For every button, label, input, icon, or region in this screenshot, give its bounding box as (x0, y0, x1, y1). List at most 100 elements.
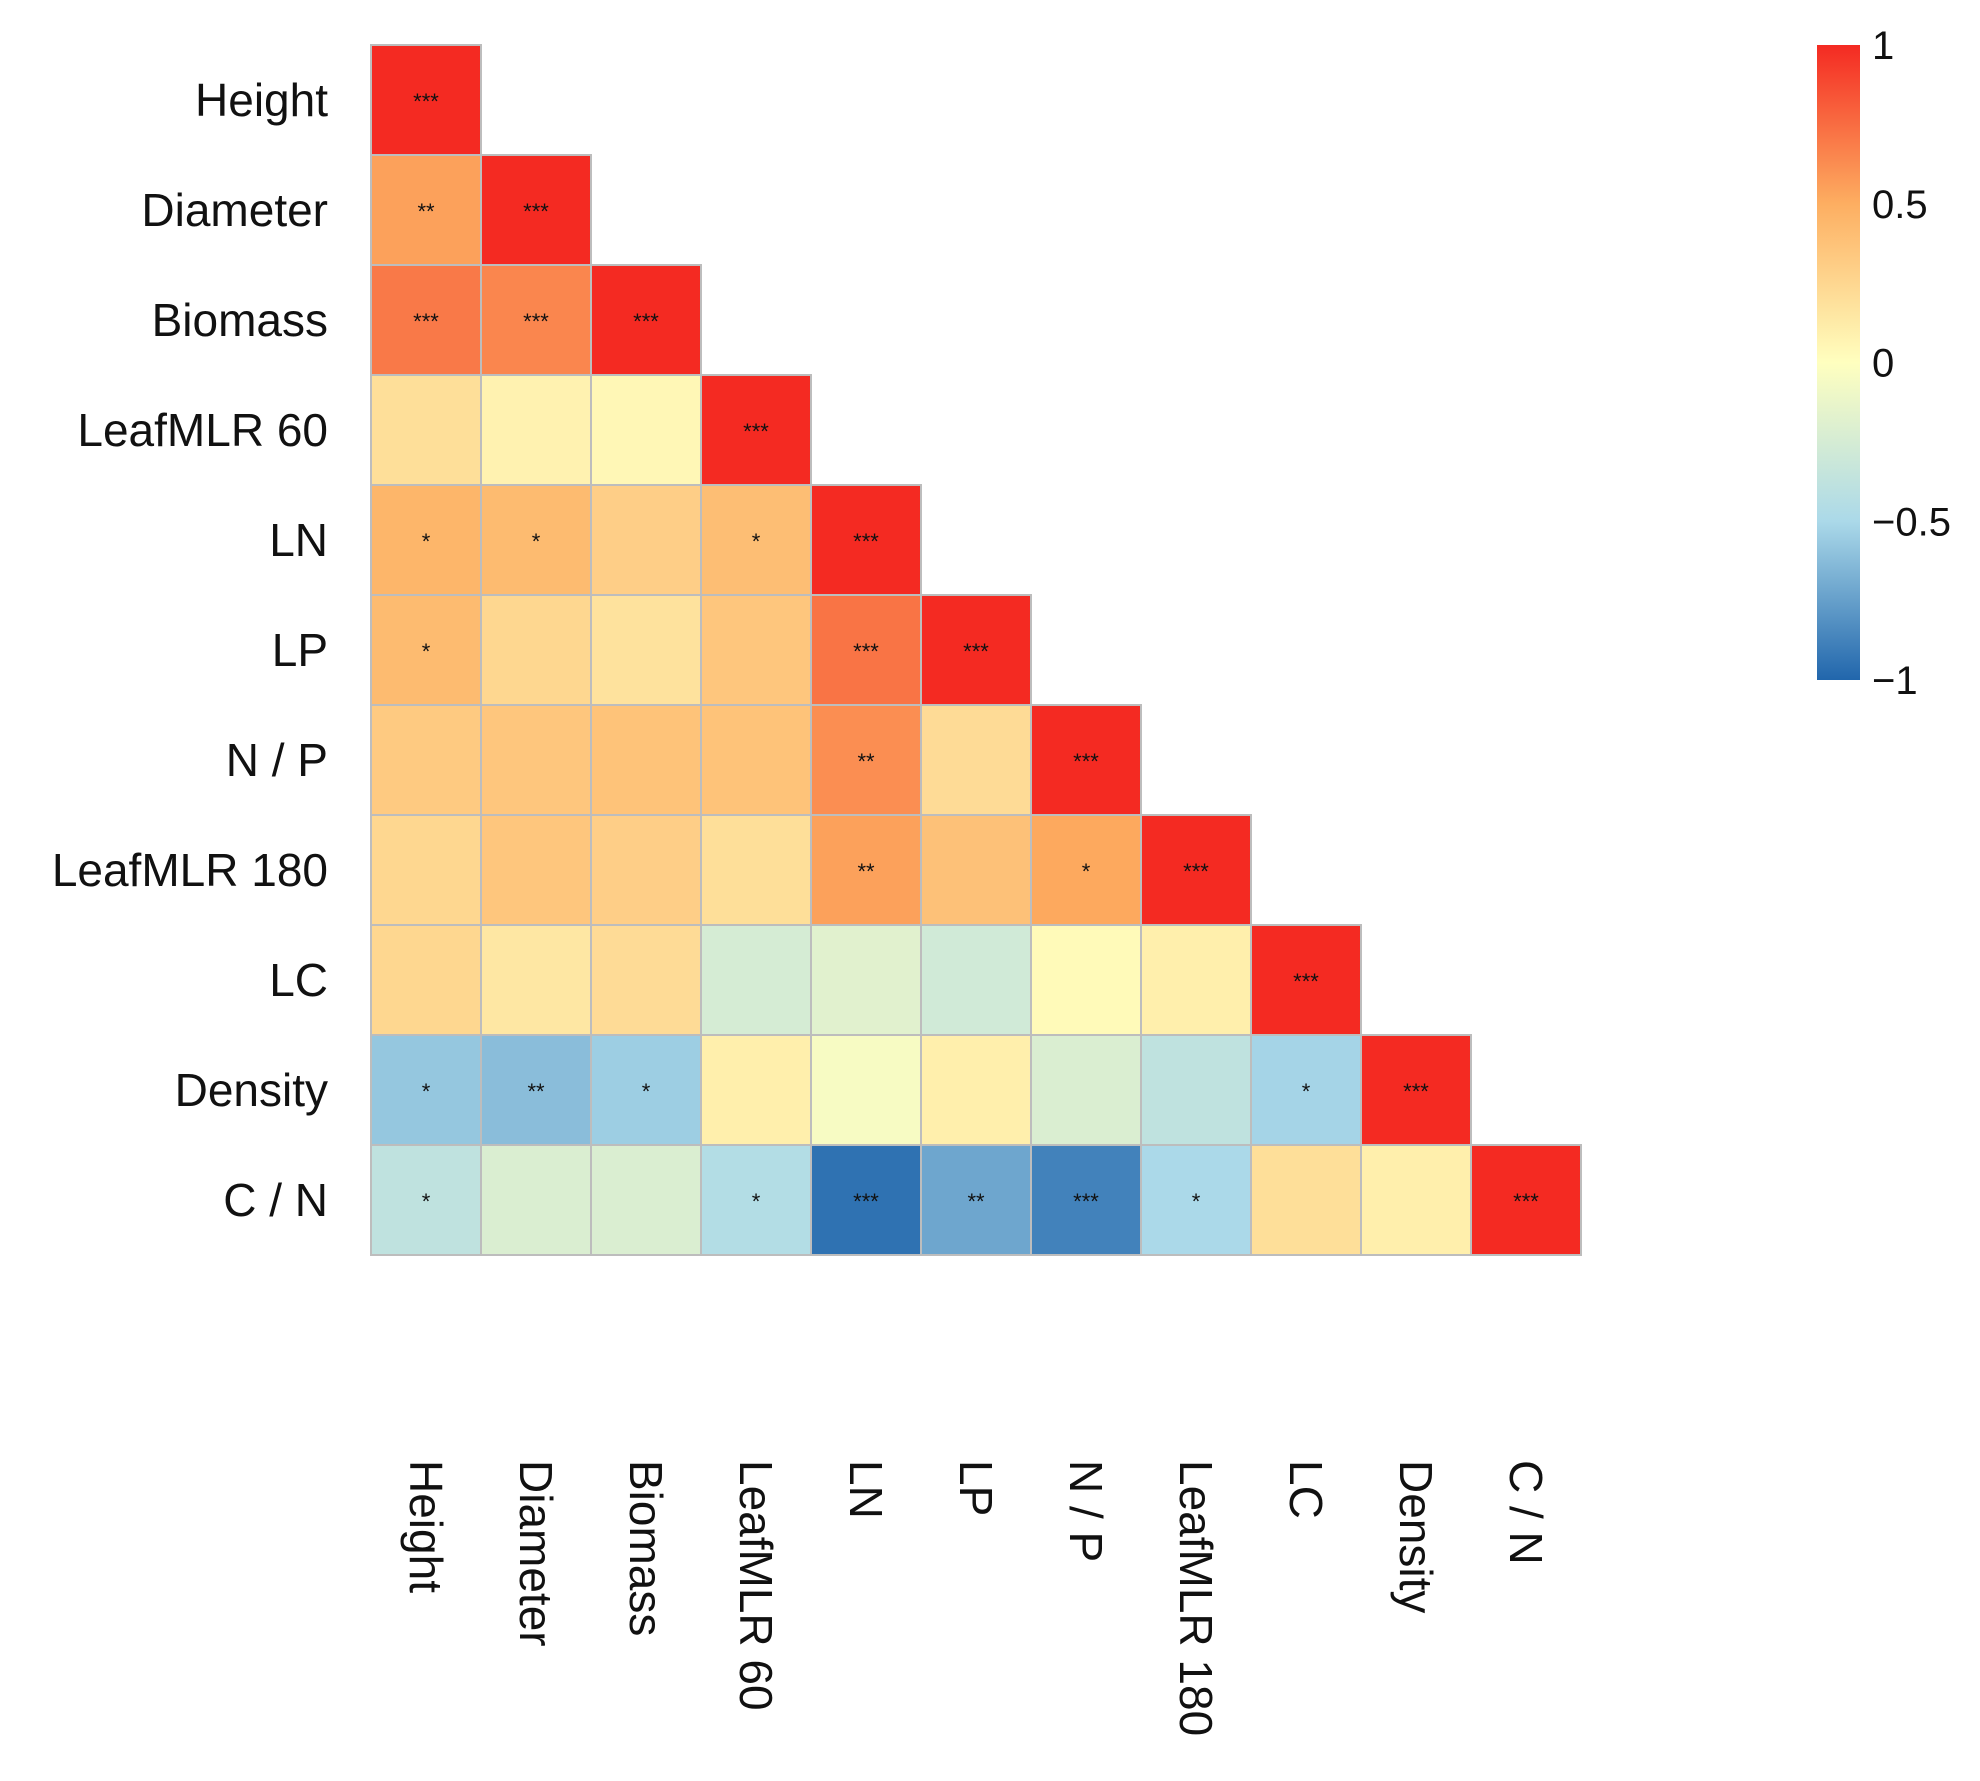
row-label-lc: LC (269, 954, 328, 1006)
column-label-density: Density (1390, 1460, 1442, 1613)
heatmap-cell-lc-lc (1250, 924, 1362, 1036)
significance-label: *** (1183, 859, 1209, 884)
heatmap-cell-leafmlr-60-diameter (480, 374, 592, 486)
heatmap-cell-density-lp (920, 1034, 1032, 1146)
significance-label: * (1302, 1079, 1311, 1104)
significance-label: *** (1073, 749, 1099, 774)
heatmap-cell-leafmlr-60-biomass (590, 374, 702, 486)
significance-label: * (422, 639, 431, 664)
heatmap-cell-density-n-p (1030, 1034, 1142, 1146)
heatmap-cell-c-n-lc (1250, 1144, 1362, 1256)
heatmap-cell-lc-ln (810, 924, 922, 1036)
heatmap-cell-lp-biomass (590, 594, 702, 706)
heatmap-cell-diameter-diameter (480, 154, 592, 266)
heatmap-cell-density-height (370, 1034, 482, 1146)
significance-label: * (1192, 1189, 1201, 1214)
row-label-leafmlr-60: LeafMLR 60 (77, 404, 328, 456)
significance-label: * (752, 1189, 761, 1214)
legend-tick-label: −0.5 (1872, 500, 1951, 544)
heatmap-cell-n-p-diameter (480, 704, 592, 816)
column-label-lp: LP (950, 1460, 1002, 1516)
significance-label: * (752, 529, 761, 554)
row-label-lp: LP (272, 624, 328, 676)
significance-label: *** (633, 309, 659, 334)
heatmap-cell-c-n-lp (920, 1144, 1032, 1256)
column-label-c-n: C / N (1500, 1460, 1552, 1565)
heatmap-cell-c-n-diameter (480, 1144, 592, 1256)
heatmap-cell-density-leafmlr-180 (1140, 1034, 1252, 1146)
heatmap-cell-leafmlr-180-biomass (590, 814, 702, 926)
column-label-leafmlr-60: LeafMLR 60 (730, 1460, 782, 1711)
heatmap-cell-c-n-height (370, 1144, 482, 1256)
heatmap-cell-lc-leafmlr-60 (700, 924, 812, 1036)
column-label-lc: LC (1280, 1460, 1332, 1519)
legend-tick-label: −1 (1872, 659, 1918, 703)
heatmap-cell-c-n-biomass (590, 1144, 702, 1256)
heatmap-cell-n-p-height (370, 704, 482, 816)
heatmap-cell-lc-n-p (1030, 924, 1142, 1036)
heatmap-cell-height-height (370, 44, 482, 156)
heatmap-cell-lp-diameter (480, 594, 592, 706)
heatmap-cell-diameter-height (370, 154, 482, 266)
column-label-n-p: N / P (1060, 1460, 1112, 1562)
heatmap-cell-c-n-density (1360, 1144, 1472, 1256)
heatmap-cell-lc-biomass (590, 924, 702, 1036)
significance-label: ** (527, 1079, 545, 1104)
heatmap-cell-leafmlr-60-leafmlr-60 (700, 374, 812, 486)
heatmap-cell-n-p-leafmlr-60 (700, 704, 812, 816)
significance-label: *** (413, 89, 439, 114)
significance-label: *** (413, 309, 439, 334)
row-label-ln: LN (269, 514, 328, 566)
significance-label: *** (1513, 1189, 1539, 1214)
column-label-diameter: Diameter (510, 1460, 562, 1647)
significance-label: *** (1403, 1079, 1429, 1104)
color-legend: 1 0.5 0 −0.5 −1 (1817, 24, 1951, 703)
significance-label: *** (853, 639, 879, 664)
heatmap-cell-density-diameter (480, 1034, 592, 1146)
heatmap-cell-n-p-n-p (1030, 704, 1142, 816)
heatmap-cell-leafmlr-180-diameter (480, 814, 592, 926)
heatmap-cell-c-n-c-n (1470, 1144, 1582, 1256)
legend-tick-label: 0.5 (1872, 183, 1928, 227)
row-label-density: Density (175, 1064, 328, 1116)
significance-label: * (642, 1079, 651, 1104)
heatmap-cell-c-n-n-p (1030, 1144, 1142, 1256)
significance-label: *** (853, 1189, 879, 1214)
heatmap-cell-lc-diameter (480, 924, 592, 1036)
significance-label: *** (523, 199, 549, 224)
heatmap-cells (370, 44, 1582, 1256)
significance-label: * (1082, 859, 1091, 884)
heatmap-cell-lc-leafmlr-180 (1140, 924, 1252, 1036)
heatmap-cell-leafmlr-180-leafmlr-60 (700, 814, 812, 926)
heatmap-cell-ln-leafmlr-60 (700, 484, 812, 596)
row-label-n-p: N / P (226, 734, 328, 786)
heatmap-cell-leafmlr-180-leafmlr-180 (1140, 814, 1252, 926)
heatmap-cell-density-lc (1250, 1034, 1362, 1146)
row-label-diameter: Diameter (141, 184, 328, 236)
heatmap-cell-leafmlr-180-lp (920, 814, 1032, 926)
heatmap-cell-density-biomass (590, 1034, 702, 1146)
column-label-ln: LN (840, 1460, 892, 1519)
significance-label: ** (967, 1189, 985, 1214)
row-label-c-n: C / N (223, 1174, 328, 1226)
significance-label: *** (523, 309, 549, 334)
heatmap-cell-leafmlr-60-height (370, 374, 482, 486)
heatmap-cell-density-leafmlr-60 (700, 1034, 812, 1146)
heatmap-cell-biomass-biomass (590, 264, 702, 376)
significance-label: *** (963, 639, 989, 664)
row-label-leafmlr-180: LeafMLR 180 (52, 844, 328, 896)
heatmap-cell-leafmlr-180-height (370, 814, 482, 926)
significance-label: *** (853, 529, 879, 554)
significance-labels: ***** ****** *** ******* * * **** *** ***** *****… (413, 89, 1539, 1214)
significance-label: ** (417, 199, 435, 224)
significance-label: ** (857, 859, 875, 884)
heatmap-cell-lp-ln (810, 594, 922, 706)
color-legend-bar (1817, 45, 1860, 680)
heatmap-cell-ln-diameter (480, 484, 592, 596)
legend-tick-label: 0 (1872, 342, 1894, 386)
significance-label: * (532, 529, 541, 554)
heatmap-cell-n-p-biomass (590, 704, 702, 816)
row-labels: Height Diameter Biomass LeafMLR 60 LN LP N / P… (52, 74, 328, 1226)
column-label-leafmlr-180: LeafMLR 180 (1170, 1460, 1222, 1736)
